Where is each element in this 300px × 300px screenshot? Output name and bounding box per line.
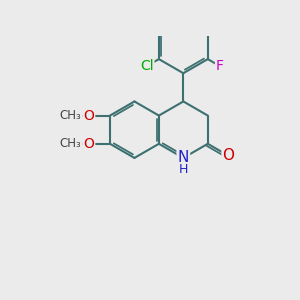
Text: O: O — [223, 148, 235, 163]
Text: CH₃: CH₃ — [60, 137, 81, 150]
Text: H: H — [178, 163, 188, 176]
Text: F: F — [216, 59, 224, 73]
Text: O: O — [83, 109, 94, 123]
Text: CH₃: CH₃ — [60, 109, 81, 122]
Text: N: N — [178, 150, 189, 165]
Text: O: O — [83, 137, 94, 151]
Text: Cl: Cl — [140, 59, 154, 73]
